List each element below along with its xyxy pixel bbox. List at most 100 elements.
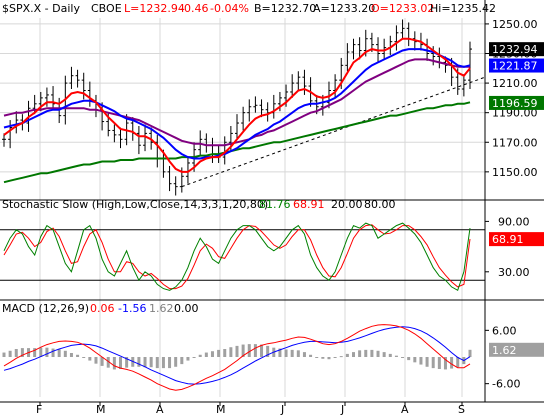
price-bar [437,47,442,69]
macd-hist-bar [192,357,196,358]
time-tick-label: J [280,403,284,415]
svg-text:68.91: 68.91 [492,233,524,246]
macd-hist-value: 1.62 [149,302,174,315]
macd-hist-bar [278,348,282,357]
macd-hist-bar [419,357,423,365]
macd-hist-bar [443,357,447,370]
macd-hist-bar [284,349,288,357]
stoch-d-value: 68.91 [293,198,325,211]
price-bar [253,96,258,113]
svg-text:1196.59: 1196.59 [492,97,538,110]
macd-badge: 1.62 [489,342,544,357]
macd-hist-bar [186,357,190,361]
price-bar [333,74,338,98]
macd-hist-bar [223,349,227,357]
macd-hist-bar [45,347,49,357]
macd-hist-bar [266,345,270,357]
price-bar [14,111,19,134]
macd-hist-bar [229,347,233,357]
stoch-axis: 90.00 30.00 68.91 [485,215,544,279]
macd-hist-bar [63,350,67,357]
macd-hist-bar [155,357,159,369]
price-bar [259,99,264,118]
macd-hist-bar [437,357,441,369]
macd-hist-bar [82,357,86,358]
price-bar [2,133,6,147]
price-bar [155,134,160,168]
price-bar [235,114,239,140]
macd-hist-bar [143,357,147,368]
svg-text:1221.87: 1221.87 [492,60,538,73]
macd-hist-bar [137,357,141,367]
price-tick-label: 1170.00 [492,136,538,149]
price-bar [241,106,246,131]
stoch-tick-label: 90.00 [498,215,530,228]
price-bar [167,165,172,192]
stoch-badge: 68.91 [489,232,544,247]
price-bar [357,37,362,60]
price-bar [69,66,74,90]
stoch-k-value: 81.76 [259,198,291,211]
macd-hist-bar [57,349,61,357]
macd-hist-bar [33,348,37,357]
macd-hist-bar [204,352,208,357]
price-bar [265,102,270,122]
stoch-lower-value: 20.00 [331,198,363,211]
macd-tick-label: -6.00 [492,378,520,391]
grid-lines [0,0,544,403]
price-bar [394,25,399,51]
stoch-upper-value: 80.00 [364,198,396,211]
macd-hist-bar [94,357,98,364]
price-bar [8,120,13,149]
macd-hist-bar [112,357,116,370]
time-tick-label: A [401,403,409,415]
price-badge: 1196.59 [489,95,544,110]
net-change: -0.46 [180,2,208,15]
macd-hist-bar [14,349,18,357]
macd-hist-bar [39,347,43,357]
macd-hist-bar [241,344,245,357]
macd-zero-value: 0.00 [174,302,199,315]
macd-hist-bar [290,349,294,357]
time-tick-label: M [216,403,226,415]
symbol-label: $SPX.X - Daily [2,2,80,15]
macd-hist-bar [407,357,411,361]
price-bar [406,22,411,47]
last-price: L=1232.94 [124,2,185,15]
price-bar [136,125,141,155]
macd-hist-bar [413,357,417,363]
macd-hist-bar [358,350,362,357]
price-badge: 1232.94 [489,42,544,57]
price-bar [51,86,56,110]
macd-hist-bar [100,357,104,366]
stoch-panel [0,222,485,292]
macd-hist-bar [161,357,165,369]
time-tick-label: J [340,403,344,415]
macd-hist-bar [376,350,380,357]
price-bar [351,38,356,60]
macd-hist-bar [51,348,55,357]
price-bar [247,99,252,122]
macd-hist-bar [394,355,398,357]
macd-hist-bar [174,357,178,367]
macd-hist-bar [431,357,435,369]
stoch-k-line [3,222,471,292]
price-bar [143,124,148,152]
bid-price: B=1232.70 [254,2,316,15]
macd-hist-bar [8,350,12,357]
time-tick-label: M [96,403,106,415]
stoch-title: Stochastic Slow (High,Low,Close,14,3,3,1… [2,198,268,211]
price-bar [400,19,405,39]
macd-hist-bar [388,353,392,357]
time-tick-label: A [156,403,164,415]
macd-hist-bar [315,357,319,358]
time-tick-label: S [458,403,465,415]
macd-hist-bar [456,357,460,368]
price-bar [296,71,301,91]
price-bar [222,136,227,165]
macd-hist-bar [253,344,257,357]
ask-price: A=1233.20 [313,2,375,15]
macd-hist-bar [302,352,306,357]
open-price: O=1233.02 [371,2,434,15]
